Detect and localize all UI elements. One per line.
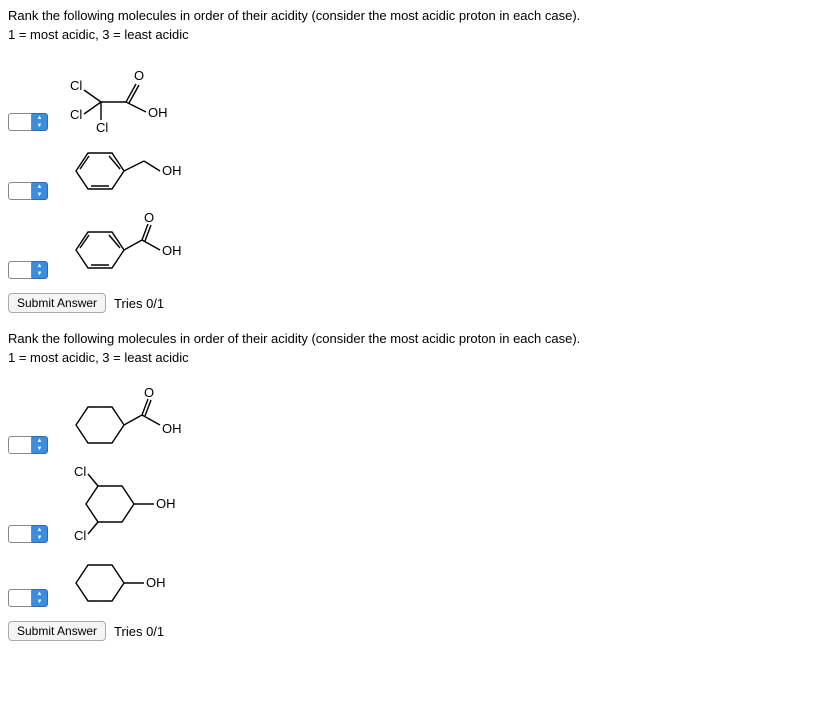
molecule-structure: OH [56,553,176,611]
svg-text:OH: OH [146,575,166,590]
molecule-row: O OH [8,385,811,458]
molecule-row: OH [8,553,811,611]
rank-selector[interactable] [8,589,48,607]
svg-text:OH: OH [162,421,182,436]
svg-text:Cl: Cl [74,528,86,543]
question-prompt: Rank the following molecules in order of… [8,331,811,346]
rank-input[interactable] [8,261,32,279]
svg-text:O: O [134,68,144,83]
rank-selector[interactable] [8,436,48,454]
molecule-structure: OH Cl Cl [56,464,186,547]
submit-button[interactable]: Submit Answer [8,621,106,641]
rank-input[interactable] [8,436,32,454]
spinner-icon[interactable] [32,589,48,607]
rank-selector[interactable] [8,261,48,279]
rank-input[interactable] [8,182,32,200]
svg-text:Cl: Cl [70,78,82,93]
molecule-structure: O OH Cl Cl Cl [56,62,176,135]
molecule-row: OH [8,141,811,204]
svg-text:Cl: Cl [70,107,82,122]
svg-text:OH: OH [156,496,176,511]
molecule-row: OH Cl Cl [8,464,811,547]
question-legend: 1 = most acidic, 3 = least acidic [8,350,811,365]
molecule-structure: O OH [56,385,196,458]
svg-text:O: O [144,210,154,225]
svg-text:OH: OH [162,243,182,258]
rank-selector[interactable] [8,525,48,543]
spinner-icon[interactable] [32,436,48,454]
svg-text:Cl: Cl [96,120,108,132]
submit-button[interactable]: Submit Answer [8,293,106,313]
submit-row: Submit Answer Tries 0/1 [8,293,811,313]
rank-selector[interactable] [8,113,48,131]
svg-text:Cl: Cl [74,464,86,479]
molecule-structure: OH [56,141,186,204]
tries-text: Tries 0/1 [114,624,164,639]
svg-text:OH: OH [162,163,182,178]
svg-text:O: O [144,385,154,400]
question-1: Rank the following molecules in order of… [8,8,811,313]
svg-text:OH: OH [148,105,168,120]
molecule-row: O OH [8,210,811,283]
question-prompt: Rank the following molecules in order of… [8,8,811,23]
question-legend: 1 = most acidic, 3 = least acidic [8,27,811,42]
question-2: Rank the following molecules in order of… [8,331,811,641]
rank-selector[interactable] [8,182,48,200]
molecule-structure: O OH [56,210,196,283]
spinner-icon[interactable] [32,113,48,131]
rank-input[interactable] [8,525,32,543]
submit-row: Submit Answer Tries 0/1 [8,621,811,641]
spinner-icon[interactable] [32,261,48,279]
rank-input[interactable] [8,113,32,131]
spinner-icon[interactable] [32,182,48,200]
rank-input[interactable] [8,589,32,607]
spinner-icon[interactable] [32,525,48,543]
molecule-row: O OH Cl Cl Cl [8,62,811,135]
tries-text: Tries 0/1 [114,296,164,311]
